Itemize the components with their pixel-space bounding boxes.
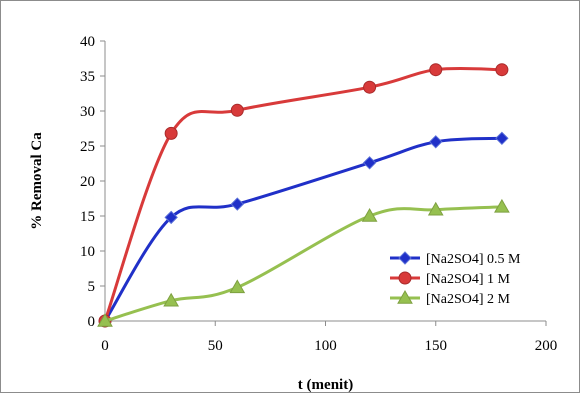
data-point-na2so4-1m — [429, 63, 443, 77]
legend-label-na2so4-2m: [Na2SO4] 2 M — [426, 292, 511, 307]
data-point-na2so4-2m — [361, 207, 378, 222]
x-tick-label: 200 — [535, 338, 558, 354]
data-point-na2so4-2m — [229, 279, 246, 294]
y-tick-label: 0 — [88, 314, 96, 330]
legend-label-na2so4-1m: [Na2SO4] 1 M — [426, 272, 511, 287]
data-point-na2so4-1m — [363, 80, 377, 94]
data-point-na2so4-0-5m — [164, 210, 178, 225]
data-point-na2so4-0-5m — [495, 131, 509, 146]
legend-marker-na2so4-0-5m — [398, 251, 412, 265]
y-tick-label: 15 — [80, 209, 95, 225]
data-point-na2so4-0-5m — [429, 135, 443, 149]
data-point-na2so4-1m — [164, 126, 178, 140]
y-tick-label: 30 — [80, 104, 95, 120]
y-tick-label: 5 — [88, 279, 96, 295]
y-tick-label: 20 — [80, 174, 95, 190]
x-tick-label: 150 — [425, 338, 448, 354]
legend-label-na2so4-0-5m: [Na2SO4] 0.5 M — [426, 252, 521, 267]
data-point-na2so4-2m — [494, 198, 510, 213]
legend-marker-na2so4-2m — [397, 289, 413, 304]
data-point-na2so4-0-5m — [230, 197, 245, 211]
x-tick-label: 50 — [208, 338, 223, 354]
x-tick-label: 100 — [314, 338, 337, 354]
y-tick-label: 35 — [80, 69, 95, 85]
y-tick-label: 40 — [80, 34, 95, 50]
x-axis-title: t (menit) — [298, 377, 353, 393]
data-point-na2so4-1m — [495, 63, 509, 77]
y-axis-title: % Removal Ca — [29, 132, 45, 230]
data-point-na2so4-2m — [163, 292, 180, 307]
data-point-na2so4-1m — [230, 103, 244, 117]
data-point-na2so4-2m — [97, 312, 113, 327]
y-tick-label: 25 — [80, 139, 95, 155]
y-tick-label: 10 — [80, 244, 95, 260]
x-tick-label: 0 — [101, 338, 109, 354]
data-point-na2so4-2m — [427, 201, 444, 216]
legend-marker-na2so4-1m — [398, 271, 412, 285]
data-point-na2so4-0-5m — [362, 156, 377, 170]
